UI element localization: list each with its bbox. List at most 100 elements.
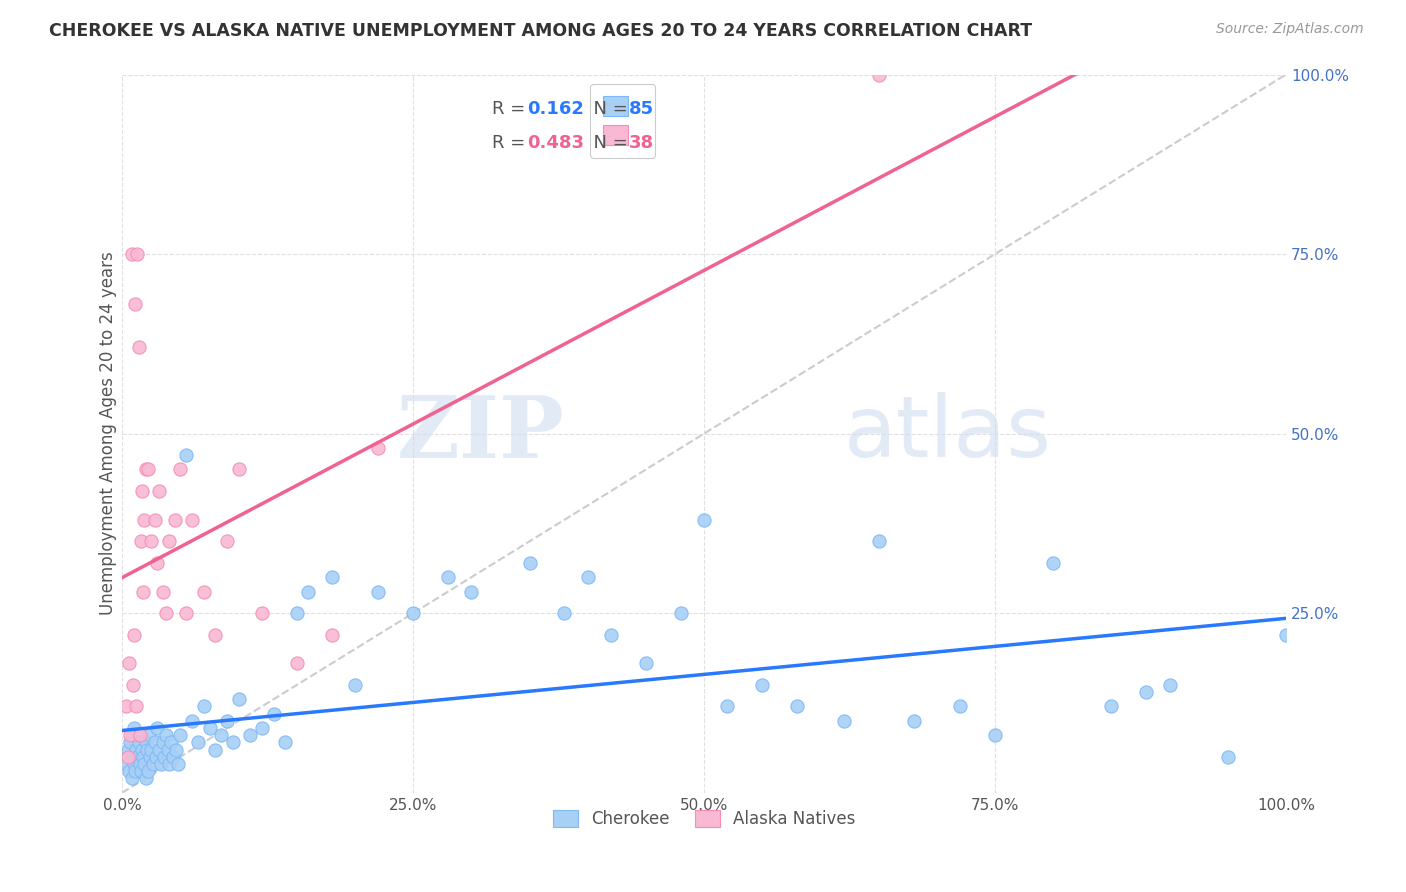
Text: CHEROKEE VS ALASKA NATIVE UNEMPLOYMENT AMONG AGES 20 TO 24 YEARS CORRELATION CHA: CHEROKEE VS ALASKA NATIVE UNEMPLOYMENT A… bbox=[49, 22, 1032, 40]
Point bbox=[1042, 556, 1064, 570]
Point bbox=[321, 628, 343, 642]
Point bbox=[1275, 628, 1298, 642]
Point bbox=[153, 749, 176, 764]
Y-axis label: Unemployment Among Ages 20 to 24 years: Unemployment Among Ages 20 to 24 years bbox=[100, 252, 117, 615]
Point bbox=[121, 678, 143, 692]
Point bbox=[135, 462, 157, 476]
Point bbox=[576, 570, 599, 584]
Point bbox=[152, 735, 174, 749]
Point bbox=[263, 706, 285, 721]
Point bbox=[148, 742, 170, 756]
Point bbox=[121, 247, 143, 261]
Point bbox=[163, 513, 186, 527]
Point bbox=[148, 483, 170, 498]
Point bbox=[118, 657, 141, 671]
Point bbox=[367, 441, 389, 455]
Point bbox=[122, 756, 145, 771]
Point bbox=[117, 749, 139, 764]
Point bbox=[134, 756, 156, 771]
Point bbox=[125, 699, 148, 714]
Point bbox=[204, 742, 226, 756]
Point bbox=[519, 556, 541, 570]
Point bbox=[160, 735, 183, 749]
Point bbox=[222, 735, 245, 749]
Point bbox=[145, 749, 167, 764]
Point bbox=[187, 735, 209, 749]
Text: 38: 38 bbox=[628, 134, 654, 152]
Text: N =: N = bbox=[582, 100, 634, 118]
Point bbox=[149, 756, 172, 771]
Point bbox=[139, 749, 162, 764]
Point bbox=[437, 570, 460, 584]
Point bbox=[136, 462, 159, 476]
Point bbox=[156, 742, 179, 756]
Text: N =: N = bbox=[582, 134, 634, 152]
Point bbox=[127, 247, 149, 261]
Point bbox=[114, 699, 136, 714]
Point bbox=[162, 749, 184, 764]
Point bbox=[121, 749, 143, 764]
Point bbox=[135, 772, 157, 786]
Point bbox=[128, 340, 150, 354]
Point bbox=[181, 714, 204, 728]
Point bbox=[135, 735, 157, 749]
Point bbox=[136, 764, 159, 778]
Point bbox=[181, 513, 204, 527]
Point bbox=[321, 570, 343, 584]
Point bbox=[949, 699, 972, 714]
Point bbox=[169, 728, 191, 742]
Point bbox=[125, 742, 148, 756]
Point bbox=[128, 728, 150, 742]
Point bbox=[124, 764, 146, 778]
Point bbox=[868, 534, 890, 549]
Point bbox=[146, 721, 169, 735]
Point bbox=[228, 462, 250, 476]
Point bbox=[127, 749, 149, 764]
Point bbox=[343, 678, 366, 692]
Text: Source: ZipAtlas.com: Source: ZipAtlas.com bbox=[1216, 22, 1364, 37]
Point bbox=[193, 584, 215, 599]
Point bbox=[215, 714, 238, 728]
Point bbox=[132, 584, 155, 599]
Point bbox=[297, 584, 319, 599]
Point bbox=[122, 628, 145, 642]
Point bbox=[868, 68, 890, 82]
Point bbox=[132, 749, 155, 764]
Point bbox=[118, 764, 141, 778]
Point bbox=[215, 534, 238, 549]
Point bbox=[141, 756, 163, 771]
Text: 0.483: 0.483 bbox=[527, 134, 585, 152]
Point bbox=[169, 462, 191, 476]
Point bbox=[1099, 699, 1122, 714]
Point bbox=[832, 714, 855, 728]
Point bbox=[120, 735, 142, 749]
Point bbox=[250, 721, 273, 735]
Point bbox=[155, 606, 177, 620]
Point bbox=[138, 728, 160, 742]
Point bbox=[157, 534, 180, 549]
Point bbox=[141, 534, 163, 549]
Point bbox=[141, 742, 163, 756]
Point bbox=[124, 297, 146, 311]
Point bbox=[716, 699, 738, 714]
Point bbox=[131, 742, 153, 756]
Text: R =: R = bbox=[492, 100, 531, 118]
Point bbox=[128, 735, 150, 749]
Point bbox=[120, 728, 142, 742]
Point bbox=[751, 678, 773, 692]
Point bbox=[984, 728, 1007, 742]
Point bbox=[250, 606, 273, 620]
Point bbox=[129, 534, 152, 549]
Point bbox=[198, 721, 221, 735]
Point bbox=[134, 513, 156, 527]
Point bbox=[402, 606, 425, 620]
Point bbox=[165, 742, 187, 756]
Point bbox=[367, 584, 389, 599]
Point bbox=[669, 606, 692, 620]
Text: atlas: atlas bbox=[844, 392, 1052, 475]
Point bbox=[460, 584, 482, 599]
Point bbox=[693, 513, 716, 527]
Point bbox=[146, 556, 169, 570]
Text: 0.162: 0.162 bbox=[527, 100, 583, 118]
Point bbox=[122, 721, 145, 735]
